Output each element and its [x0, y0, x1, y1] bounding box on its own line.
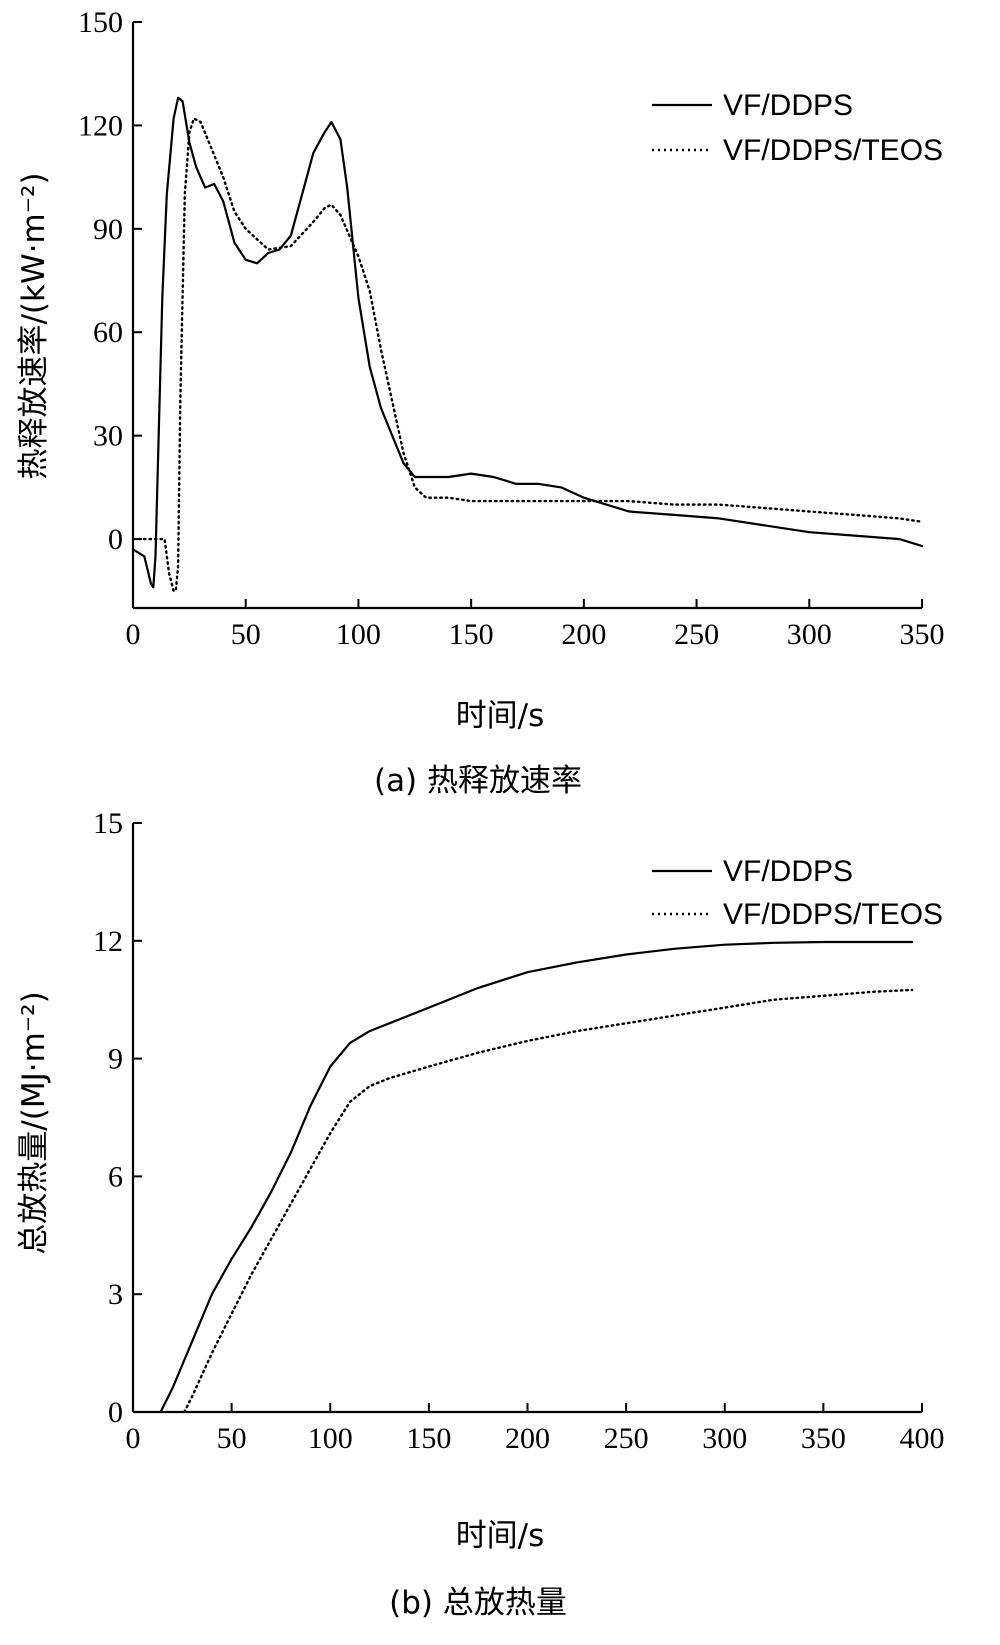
y-axis-title-a: 热释放速率/(kW·m⁻²) [16, 172, 52, 479]
x-tick-label-a: 200 [561, 618, 606, 651]
y-tick-label-b: 0 [108, 1396, 123, 1429]
series-line-vf-ddps-b [159, 940, 914, 1414]
x-tick-label-b: 200 [505, 1422, 550, 1455]
x-tick-label-a: 300 [787, 618, 832, 651]
y-tick-label-a: 60 [93, 316, 123, 349]
y-tick-label-a: 90 [93, 213, 123, 246]
plot-area-b [159, 940, 914, 1414]
x-tick-label-a: 50 [231, 618, 261, 651]
plot-area-a [131, 96, 924, 592]
x-tick-label-b: 250 [604, 1422, 649, 1455]
legend-a-label-vf-ddps: VF/DDPS [723, 89, 853, 122]
legend-a-label-vf-ddps-teos: VF/DDPS/TEOS [723, 134, 943, 167]
y-tick-label-a: 0 [108, 523, 123, 556]
y-tick-label-b: 9 [108, 1043, 123, 1076]
x-axis-title-a: 时间/s [456, 698, 545, 734]
series-line-vf-ddps-teos-a [131, 117, 924, 592]
series-line-vf-ddps-a [131, 96, 924, 589]
x-axis-title-b: 时间/s [456, 1518, 545, 1554]
x-tick-label-b: 50 [217, 1422, 247, 1455]
x-tick-label-b: 0 [126, 1422, 141, 1455]
x-tick-label-b: 100 [308, 1422, 353, 1455]
axes-a: 0 30 60 90 120 150 0 50 100 150 200 250 300 350 [78, 6, 945, 651]
x-tick-label-a: 150 [449, 618, 494, 651]
series-line-vf-ddps-teos-b [183, 988, 914, 1414]
x-tick-label-a: 250 [674, 618, 719, 651]
y-tick-label-a: 120 [78, 109, 123, 142]
x-tick-label-b: 400 [900, 1422, 945, 1455]
caption-b: (b) 总放热量 [389, 1585, 567, 1621]
y-tick-label-b: 6 [108, 1160, 123, 1193]
x-tick-label-a: 0 [126, 618, 141, 651]
y-tick-label-b: 15 [93, 807, 123, 840]
chart-heat-release-rate: 0 30 60 90 120 150 0 50 100 150 200 250 300 350 VF/DD… [16, 6, 945, 799]
legend-a: VF/DDPS VF/DDPS/TEOS [652, 89, 943, 167]
y-tick-label-b: 3 [108, 1278, 123, 1311]
x-tick-label-b: 300 [702, 1422, 747, 1455]
legend-b: VF/DDPS VF/DDPS/TEOS [652, 855, 943, 931]
x-tick-label-b: 350 [801, 1422, 846, 1455]
x-tick-label-a: 100 [336, 618, 381, 651]
x-tick-label-a: 350 [900, 618, 945, 651]
caption-a: (a) 热释放速率 [374, 763, 582, 799]
y-axis-title-b: 总放热量/(MJ·m⁻²) [16, 991, 52, 1254]
y-tick-label-b: 12 [93, 925, 123, 958]
y-tick-label-a: 150 [78, 6, 123, 39]
y-tick-label-a: 30 [93, 420, 123, 453]
x-tick-label-b: 150 [406, 1422, 451, 1455]
legend-b-label-vf-ddps-teos: VF/DDPS/TEOS [723, 898, 943, 931]
legend-b-label-vf-ddps: VF/DDPS [723, 855, 853, 888]
